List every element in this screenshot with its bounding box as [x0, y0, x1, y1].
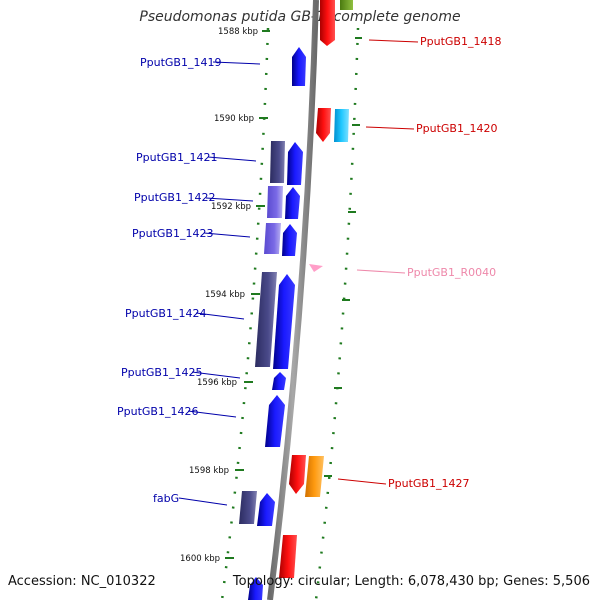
gene-arrow-bottom-blue[interactable] — [248, 577, 263, 600]
gene-arrow-PputGB1_1424-a[interactable] — [255, 272, 277, 367]
gene-arrow-top-red[interactable] — [320, 0, 335, 46]
gene-label-PputGB1_1422: PputGB1_1422 — [134, 191, 215, 204]
gene-arrow-PputGB1_1427-a[interactable] — [289, 455, 306, 494]
scale-labels: 1588 kbp 1590 kbp 1592 kbp 1594 kbp 1596… — [180, 27, 270, 564]
kbp-label-1588: 1588 kbp — [218, 27, 258, 37]
kbp-label-1598: 1598 kbp — [189, 466, 229, 476]
genome-title: Pseudomonas putida GB-1, complete genome — [139, 9, 461, 25]
label-connectors — [178, 39, 419, 506]
kbp-label-1600: 1600 kbp — [180, 554, 220, 564]
gene-label-PputGB1_1421: PputGB1_1421 — [136, 151, 217, 164]
gene-label-PputGB1_1423: PputGB1_1423 — [132, 227, 213, 240]
kbp-label-1594: 1594 kbp — [205, 290, 245, 300]
gene-arrow-PputGB1_1419[interactable] — [292, 47, 306, 86]
kbp-label-1592: 1592 kbp — [211, 202, 251, 212]
gene-label-PputGB1_1418: PputGB1_1418 — [420, 35, 501, 48]
gene-label-PputGB1_1419: PputGB1_1419 — [140, 56, 221, 69]
topology-text: Topology: circular; Length: 6,078,430 bp… — [232, 574, 590, 589]
gene-label-PputGB1_1427: PputGB1_1427 — [388, 477, 469, 490]
gene-arrow-PputGB1_1426[interactable] — [265, 395, 285, 447]
gene-arrow-PputGB1_1425[interactable] — [272, 372, 286, 390]
gene-arrow-PputGB1_1427-b[interactable] — [305, 456, 324, 497]
gene-arrow-PputGB1_1423-b[interactable] — [282, 224, 297, 256]
gene-label-PputGB1_1425: PputGB1_1425 — [121, 366, 202, 379]
gene-arrow-PputGB1_1423-a[interactable] — [264, 223, 281, 254]
gene-arrow-top-green[interactable] — [340, 0, 353, 10]
gene-label-PputGB1_1424: PputGB1_1424 — [125, 307, 206, 320]
chromosome-backbone — [267, 0, 319, 600]
accession-text: Accession: NC_010322 — [8, 574, 156, 589]
gene-arrow-bottom-red[interactable] — [279, 535, 297, 578]
kbp-label-1590: 1590 kbp — [214, 114, 254, 124]
gene-label-PputGB1_1426: PputGB1_1426 — [117, 405, 198, 418]
gene-arrow-PputGB1_1421-a[interactable] — [270, 141, 285, 183]
gene-arrow-PputGB1_R0040[interactable] — [309, 264, 323, 272]
gene-arrow-PputGB1_1420-b[interactable] — [334, 109, 349, 142]
gene-arrow-PputGB1_1421-b[interactable] — [287, 142, 303, 185]
gene-arrow-fabG-a[interactable] — [239, 491, 257, 524]
gene-label-PputGB1_R0040: PputGB1_R0040 — [407, 266, 496, 279]
outer-major-ticks — [324, 37, 362, 477]
gene-arrow-PputGB1_1420-a[interactable] — [316, 108, 331, 142]
gene-arrow-fabG-b[interactable] — [257, 493, 275, 526]
gene-arrow-PputGB1_1424-b[interactable] — [273, 274, 295, 369]
gene-arrow-PputGB1_1422-b[interactable] — [285, 187, 300, 219]
gene-label-PputGB1_1420: PputGB1_1420 — [416, 122, 497, 135]
gene-arrow-PputGB1_1422-a[interactable] — [267, 186, 283, 218]
kbp-label-1596: 1596 kbp — [197, 378, 237, 388]
gene-labels: PputGB1_1418 PputGB1_1419 PputGB1_1420 P… — [117, 35, 501, 505]
gene-label-fabG: fabG — [153, 492, 179, 505]
